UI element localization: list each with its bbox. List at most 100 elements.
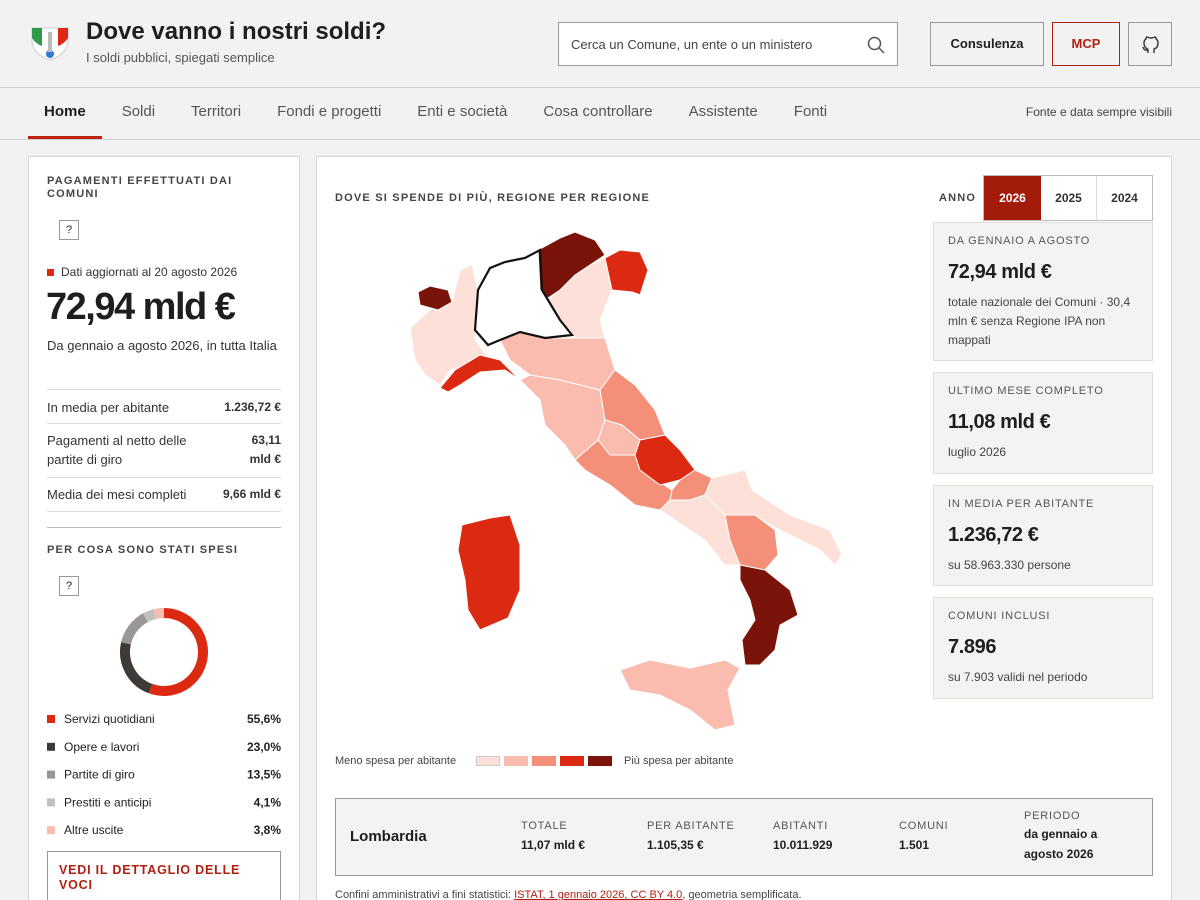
legend-swatch	[504, 756, 528, 766]
detail-button-label: VEDI IL DETTAGLIO DELLE VOCI	[59, 863, 241, 892]
year-tab[interactable]: 2025	[1041, 176, 1097, 220]
mcp-button[interactable]: MCP	[1052, 22, 1120, 66]
year-tab[interactable]: 2024	[1111, 191, 1138, 205]
legend-label: Altre uscite	[64, 823, 124, 837]
nav-item[interactable]: Cosa controllare	[543, 103, 653, 120]
update-note: Dati aggiornati al 20 agosto 2026	[61, 265, 238, 279]
stat-card: IN MEDIA PER ABITANTE 1.236,72 € su 58.963…	[933, 485, 1153, 586]
site-subtitle: I soldi pubblici, spiegati semplice	[86, 50, 275, 65]
footer-link[interactable]: ISTAT, 1 gennaio 2026, CC BY 4.0	[514, 889, 683, 900]
stat-card: ULTIMO MESE COMPLETO 11,08 mld € luglio 20…	[933, 372, 1153, 474]
consulenza-button[interactable]: Consulenza	[930, 22, 1044, 66]
search-box[interactable]: Cerca un Comune, un ente o un ministero	[558, 22, 898, 66]
stat-value: 63,11 mld €	[249, 433, 281, 466]
donut-segment[interactable]	[143, 609, 157, 623]
region-field: COMUNI 1.501	[899, 820, 948, 855]
card-value: 72,94 mld €	[948, 261, 1052, 283]
card-label: IN MEDIA PER ABITANTE	[948, 498, 1095, 510]
stat-card: COMUNI INCLUSI 7.896 su 7.903 validi nel p…	[933, 597, 1153, 699]
nav-bar	[0, 88, 1200, 140]
legend-swatch	[560, 756, 584, 766]
card-value: 7.896	[948, 636, 997, 658]
stat-value: 1.236,72 €	[224, 400, 281, 414]
region[interactable]	[457, 514, 521, 631]
stat-row: Pagamenti al netto delle partite di giro…	[47, 423, 281, 477]
year-tab-active[interactable]: 2026	[984, 176, 1041, 220]
legend-swatch	[47, 826, 55, 835]
stat-card: DA GENNAIO A AGOSTO 72,94 mld € totale naz…	[933, 222, 1153, 361]
legend-swatch	[47, 742, 55, 751]
map-footer: Confini amministrativi a fini statistici…	[335, 889, 802, 900]
year-tabs: 2026 2025 2024	[983, 175, 1153, 221]
legend-label: Prestiti e anticipi	[64, 795, 151, 809]
search-icon[interactable]	[867, 36, 885, 54]
github-button[interactable]	[1128, 22, 1172, 66]
selected-region[interactable]	[473, 248, 575, 347]
nav-item[interactable]: Home	[44, 103, 86, 120]
map-title: DOVE SI SPENDE DI PIÙ, REGIONE PER REGIO…	[335, 192, 651, 204]
donut-segment[interactable]	[153, 608, 165, 619]
nav-item[interactable]: Territori	[191, 103, 242, 120]
region-field: PERIODO da gennaio a agosto 2026	[1024, 810, 1134, 864]
field-label: PERIODO	[1024, 810, 1081, 822]
region[interactable]	[409, 263, 489, 386]
card-value: 11,08 mld €	[948, 411, 1051, 433]
stat-label: Pagamenti al netto delle partite di giro	[47, 433, 187, 467]
region-name: Lombardia	[350, 828, 427, 845]
card-note: su 58.963.330 persone	[948, 558, 1071, 572]
legend-swatch	[47, 798, 55, 807]
italy-map[interactable]	[400, 225, 860, 735]
year-label: ANNO	[939, 192, 977, 204]
period-text: Da gennaio a agosto 2026, in tutta Itali…	[47, 338, 277, 353]
nav-item[interactable]: Soldi	[121, 103, 156, 120]
card-value: 1.236,72 €	[948, 524, 1039, 546]
card-note: luglio 2026	[948, 445, 1007, 459]
donut-segment[interactable]	[148, 608, 208, 696]
help-button[interactable]: ?	[59, 220, 79, 240]
field-value: 1.501	[899, 838, 930, 852]
logo[interactable]	[30, 24, 70, 62]
region-field: TOTALE 11,07 mld €	[521, 820, 585, 855]
github-icon	[1142, 36, 1159, 53]
nav-item[interactable]: Fonti	[793, 103, 828, 120]
field-label: TOTALE	[521, 820, 568, 832]
region-field: ABITANTI 10.011.929	[773, 820, 832, 855]
field-value: 10.011.929	[773, 838, 833, 852]
field-label: PER ABITANTE	[647, 820, 735, 832]
help-button[interactable]: ?	[59, 576, 79, 596]
region[interactable]	[619, 659, 741, 731]
legend-swatch	[476, 756, 500, 766]
nav-item[interactable]: Assistente	[688, 103, 758, 120]
legend-low: Meno spesa per abitante	[335, 755, 457, 767]
region[interactable]	[439, 354, 521, 393]
region[interactable]	[604, 249, 656, 301]
legend-swatch	[588, 756, 612, 766]
region[interactable]	[724, 514, 779, 571]
nav-item[interactable]: Fondi e progetti	[277, 103, 382, 120]
search-placeholder: Cerca un Comune, un ente o un ministero	[571, 37, 813, 52]
region[interactable]	[417, 285, 453, 311]
legend-value: 4,1%	[254, 795, 282, 809]
donut-segment[interactable]	[120, 642, 153, 694]
sidebar-title: PAGAMENTI EFFETTUATI DAI COMUNI	[47, 175, 233, 200]
divider	[47, 527, 281, 528]
donut-chart: Servizi quotidiani 55,6% Opere e lavori 23,…	[47, 608, 282, 837]
footer-text: , geometria semplificata.	[682, 889, 802, 900]
donut-segment[interactable]	[121, 613, 149, 645]
detail-button[interactable]: VEDI IL DETTAGLIO DELLE VOCI	[47, 851, 281, 900]
footer-text: Confini amministrativi a fini statistici…	[335, 889, 512, 900]
field-label: ABITANTI	[773, 820, 829, 832]
nav-item[interactable]: Enti e società	[417, 103, 508, 120]
site-title[interactable]: Dove vanno i nostri soldi?	[86, 18, 387, 45]
field-value: da gennaio a agosto 2026	[1024, 827, 1098, 861]
region-detail: Lombardia TOTALE 11,07 mld € PER ABITANTE…	[335, 798, 1153, 876]
region[interactable]	[739, 564, 799, 666]
nav-note: Fonte e data sempre visibili	[1025, 105, 1172, 119]
card-note: totale nazionale dei Comuni · 30,4 mln €…	[948, 295, 1131, 347]
card-note: su 7.903 validi nel periodo	[948, 670, 1088, 684]
card-label: ULTIMO MESE COMPLETO	[948, 385, 1104, 397]
update-dot	[47, 269, 54, 276]
